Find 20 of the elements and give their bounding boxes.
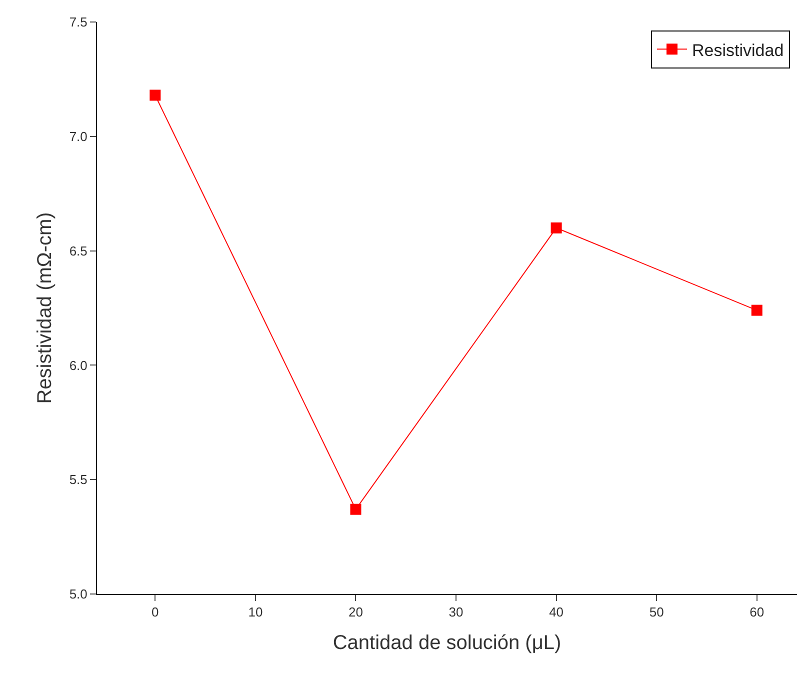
x-axis-title: Cantidad de solución (μL) <box>332 632 562 654</box>
point <box>751 304 762 316</box>
x-tick-label: 40 <box>549 604 564 620</box>
legend-label: Resistividad <box>692 40 784 60</box>
x-tick-label: 30 <box>448 604 464 620</box>
y-tick-label: 6.5 <box>69 243 88 258</box>
x-tick-label: 60 <box>750 604 764 620</box>
point <box>150 90 161 101</box>
x-tick-label: 0 <box>152 604 159 620</box>
x-tick-label: 50 <box>649 604 664 620</box>
y-axis-title: Resistividad (mΩ-cm) <box>34 212 56 404</box>
point <box>350 504 362 515</box>
x-tick-label: 20 <box>348 604 363 620</box>
y-tick-label: 5.0 <box>69 586 88 602</box>
y-tick-label: 6.0 <box>69 358 88 373</box>
y-tick-label: 7.0 <box>69 128 88 144</box>
x-tick-label: 10 <box>248 604 263 620</box>
point <box>550 222 562 234</box>
y-tick-label: 5.5 <box>69 472 88 488</box>
y-tick-label: 7.5 <box>69 14 88 30</box>
